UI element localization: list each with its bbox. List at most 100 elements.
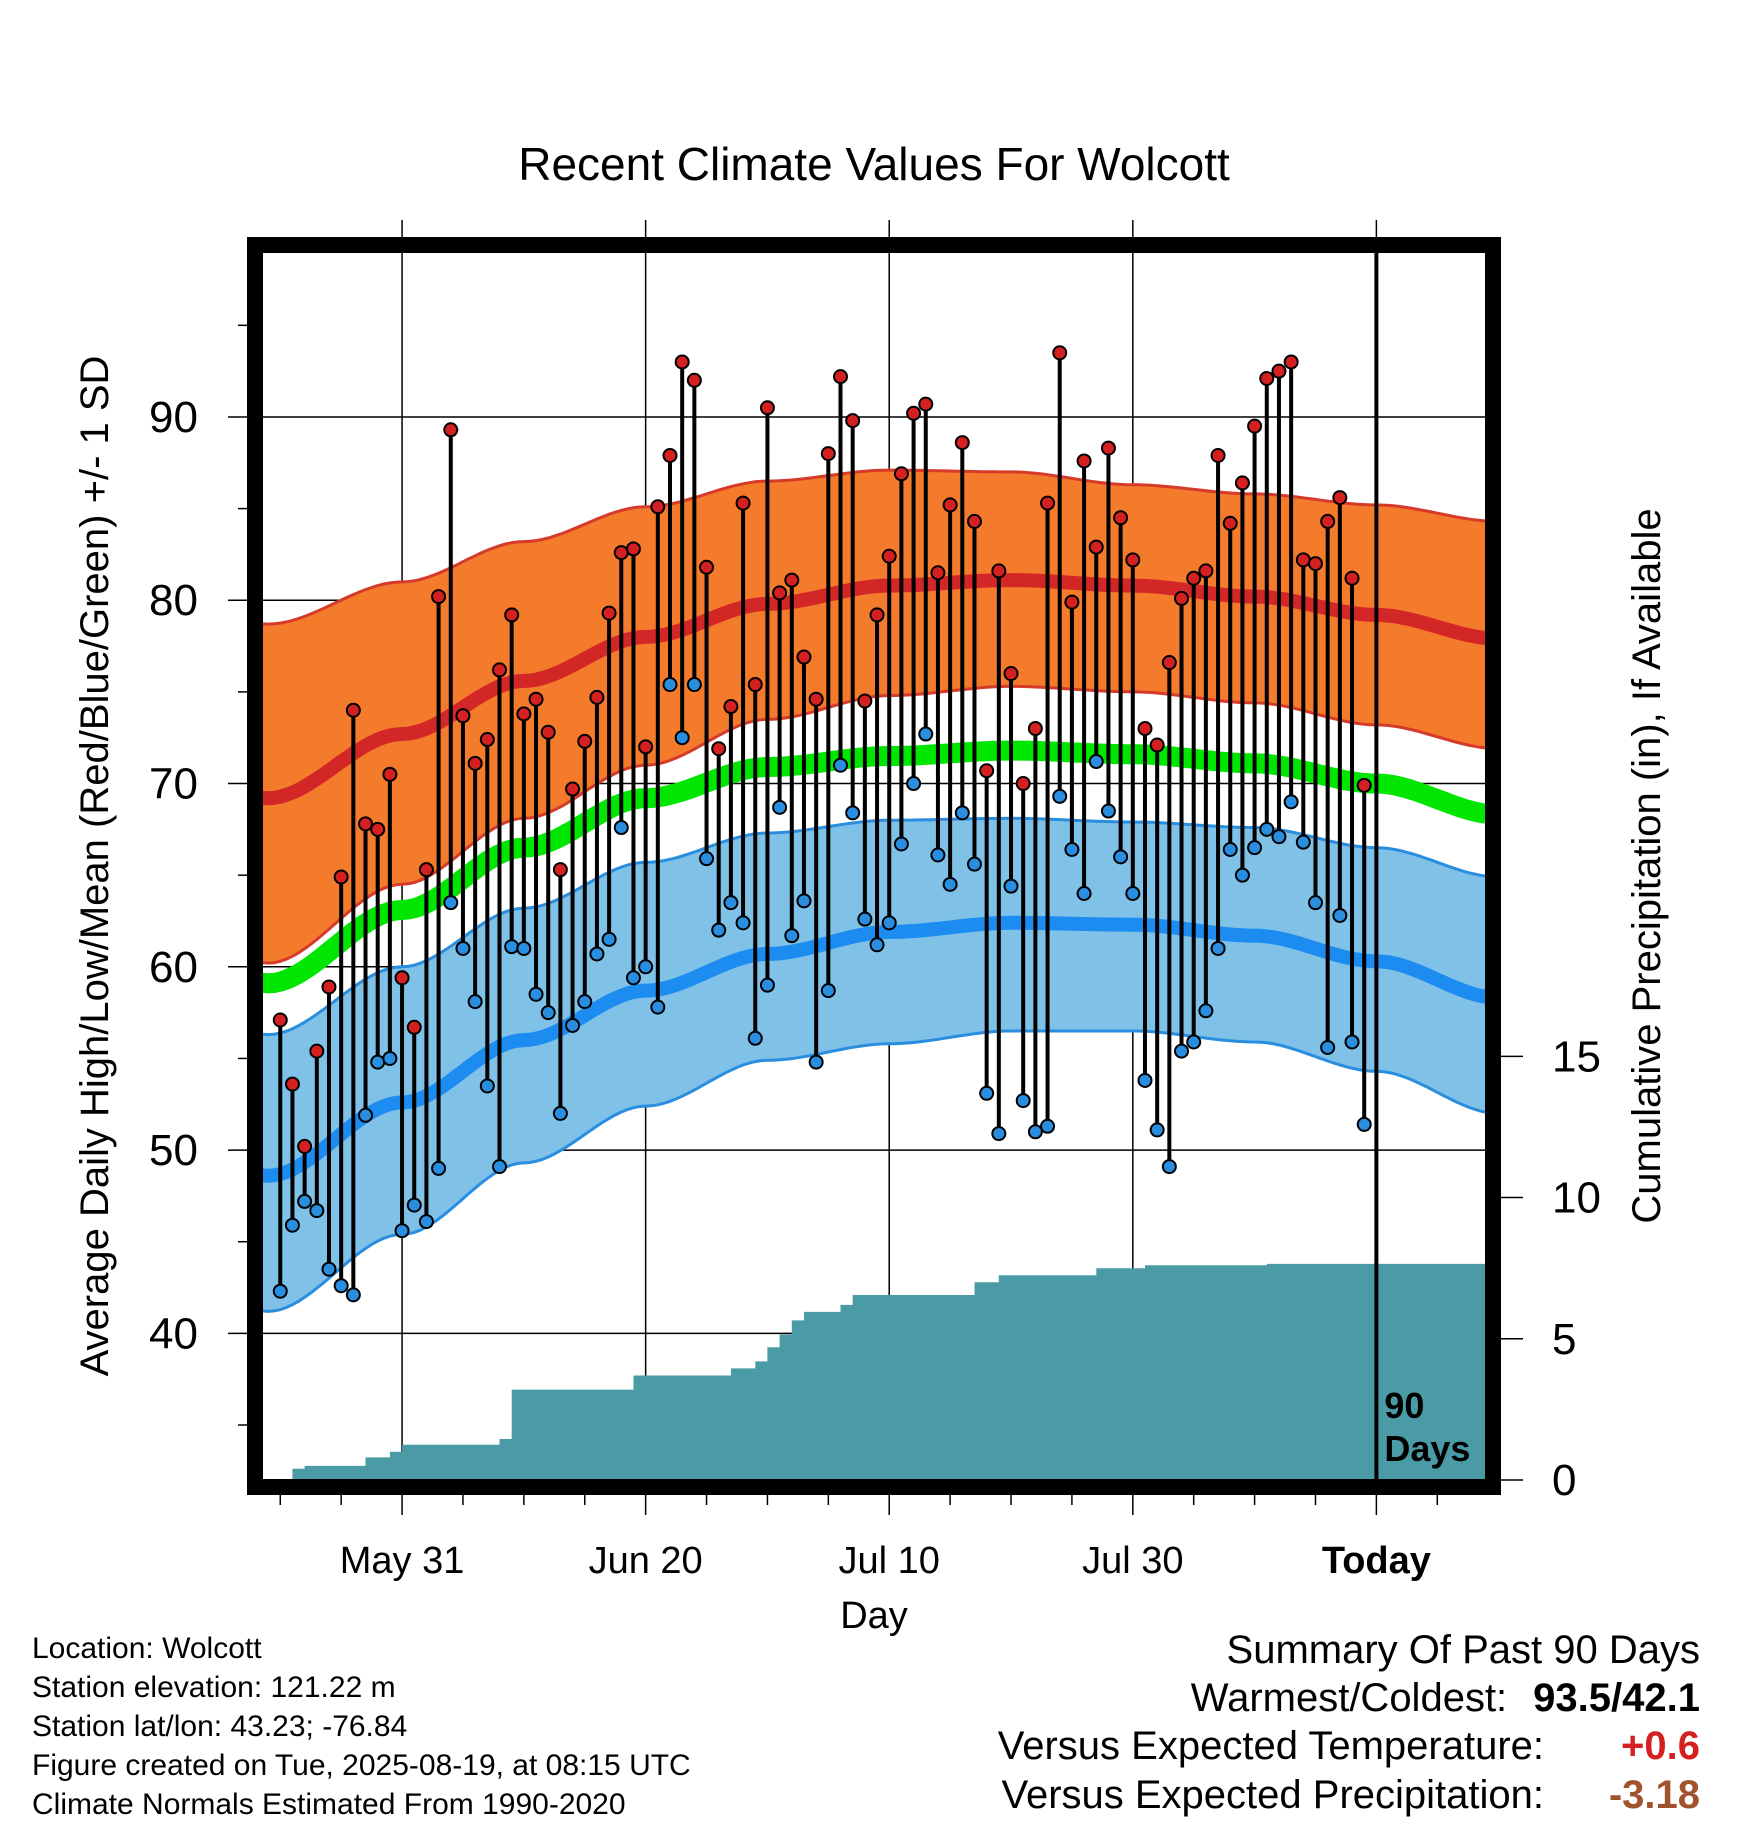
daily-low-point (1040, 1118, 1056, 1134)
summary-temp-value: +0.6 (1621, 1724, 1700, 1768)
summary-precip-value: -3.18 (1608, 1773, 1700, 1817)
daily-low-point (1088, 754, 1104, 770)
daily-low-point (784, 928, 800, 944)
daily-low-point (1332, 907, 1348, 923)
summary-temp-row: Versus Expected Temperature: +0.6 (998, 1724, 1700, 1769)
daily-high-point (954, 435, 970, 451)
daily-high-point (382, 766, 398, 782)
plot-area: 90 Days (262, 252, 1486, 1480)
daily-high-point (772, 585, 788, 601)
daily-low-point (577, 994, 593, 1010)
daily-high-point (1234, 475, 1250, 491)
daily-high-point (504, 607, 520, 623)
cumulative-precip-area (268, 1263, 1486, 1480)
daily-low-point (394, 1223, 410, 1239)
daily-low-point (1283, 794, 1299, 810)
info-location: Location: Wolcott (32, 1632, 262, 1665)
daily-high-point (747, 677, 763, 693)
daily-high-point (1137, 721, 1153, 737)
daily-high-point (784, 572, 800, 588)
daily-low-point (491, 1159, 507, 1175)
daily-high-point (1125, 552, 1141, 568)
daily-high-point (857, 693, 873, 709)
daily-low-point (455, 940, 471, 956)
left-y-axis-label: Average Daily High/Low/Mean (Red/Blue/Gr… (73, 356, 117, 1377)
daily-high-point (662, 447, 678, 463)
normal-high-line (262, 573, 1486, 806)
daily-low-point (869, 937, 885, 953)
daily-low-point (966, 856, 982, 872)
daily-low-point (918, 726, 934, 742)
normal-mean-line (262, 740, 1486, 994)
y-tick-label-right: 5 (1552, 1315, 1576, 1364)
x-axis: May 31 Jun 20 Jul 10 Jul 30 Today (279, 220, 1439, 1582)
daily-low-point (418, 1214, 434, 1230)
daily-low-point (833, 757, 849, 773)
daily-low-point (1100, 803, 1116, 819)
daily-high-point (966, 513, 982, 529)
daily-high-point (1332, 490, 1348, 506)
daily-low-point (1015, 1093, 1031, 1109)
daily-high-point (1271, 363, 1287, 379)
daily-high-point (686, 372, 702, 388)
daily-low-point (747, 1030, 763, 1046)
daily-high-point (309, 1043, 325, 1059)
daily-high-point (1222, 515, 1238, 531)
info-normals: Climate Normals Estimated From 1990-2020 (32, 1788, 626, 1821)
daily-high-point (845, 413, 861, 429)
daily-low-point (1161, 1159, 1177, 1175)
daily-low-point (796, 893, 812, 909)
daily-high-point (820, 446, 836, 462)
daily-high-point (1344, 570, 1360, 586)
daily-low-point (284, 1217, 300, 1233)
daily-low-point (1186, 1034, 1202, 1050)
daily-low-point (565, 1017, 581, 1033)
daily-low-point (893, 836, 909, 852)
daily-high-point (1283, 354, 1299, 370)
daily-high-point (1198, 563, 1214, 579)
daily-high-point (1088, 539, 1104, 555)
daily-dots (272, 345, 1372, 1303)
daily-high-point (565, 781, 581, 797)
daily-low-point (772, 799, 788, 815)
daily-low-point (906, 776, 922, 792)
daily-low-point (345, 1287, 361, 1303)
summary-precip-label: Versus Expected Precipitation: (1001, 1773, 1544, 1817)
daily-low-point (735, 915, 751, 931)
summary-title: Summary Of Past 90 Days (1226, 1628, 1700, 1672)
daily-high-point (1052, 345, 1068, 361)
daily-high-point (1076, 453, 1092, 469)
daily-low-point (1149, 1122, 1165, 1138)
daily-low-point (370, 1054, 386, 1070)
daily-low-point (808, 1054, 824, 1070)
daily-low-point (1344, 1034, 1360, 1050)
info-created: Figure created on Tue, 2025-08-19, at 08… (32, 1749, 691, 1782)
daily-low-point (309, 1203, 325, 1219)
daily-high-point (979, 763, 995, 779)
daily-low-point (1052, 788, 1068, 804)
x-tick-label: May 31 (340, 1540, 465, 1582)
daily-high-point (1149, 737, 1165, 753)
daily-low-point (1307, 895, 1323, 911)
daily-high-point (723, 699, 739, 715)
daily-low-point (954, 805, 970, 821)
daily-high-point (918, 396, 934, 412)
daily-high-point (625, 541, 641, 557)
daily-high-point (1027, 721, 1043, 737)
daily-low-point (321, 1261, 337, 1277)
daily-high-point (321, 979, 337, 995)
daily-low-point (1320, 1039, 1336, 1055)
daily-high-point (1320, 513, 1336, 529)
right-y-axis: 0 5 10 15 (1501, 1032, 1601, 1505)
low-band-lower-edge (262, 1029, 1486, 1313)
x-tick-label: Today (1322, 1540, 1431, 1582)
summary-warmest-value: 93.5/42.1 (1533, 1676, 1700, 1720)
daily-high-point (516, 706, 532, 722)
summary-warmest-label: Warmest/Coldest: (1190, 1676, 1508, 1720)
daily-high-point (1161, 655, 1177, 671)
daily-low-point (1356, 1116, 1372, 1132)
daily-low-point (674, 730, 690, 746)
daily-high-point (1003, 666, 1019, 682)
daily-high-point (358, 816, 374, 832)
